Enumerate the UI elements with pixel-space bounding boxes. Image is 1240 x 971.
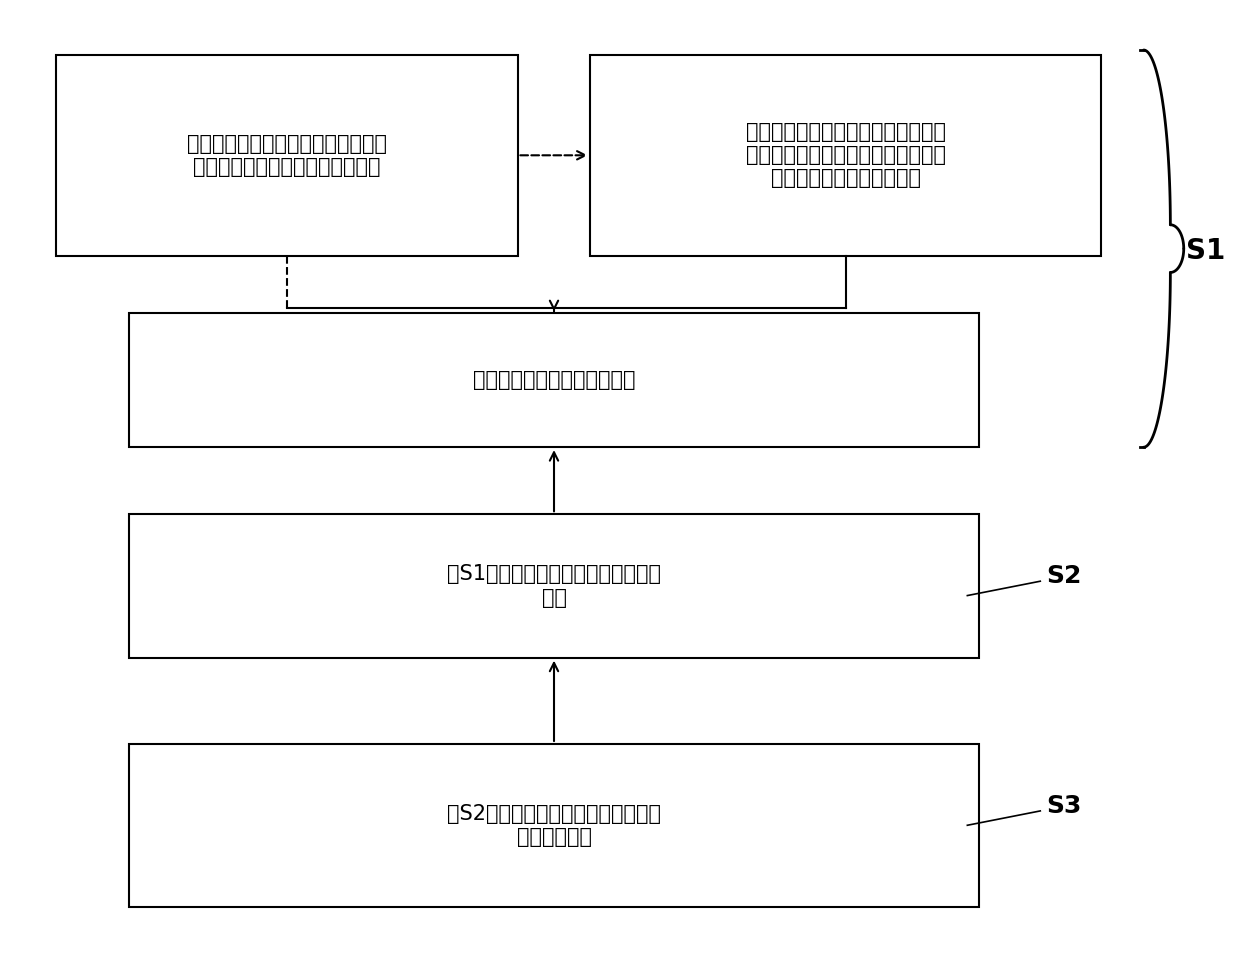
Text: S3: S3 bbox=[1047, 794, 1081, 819]
FancyBboxPatch shape bbox=[590, 54, 1101, 255]
FancyBboxPatch shape bbox=[129, 515, 980, 657]
Text: S2: S2 bbox=[1047, 564, 1081, 588]
FancyBboxPatch shape bbox=[56, 54, 517, 255]
Text: 在雷管壳内由一端至另一端依次压装
有一遍装药、二遍装药和三遍装药: 在雷管壳内由一端至另一端依次压装 有一遍装药、二遍装药和三遍装药 bbox=[186, 134, 387, 177]
Text: 然后将加强帽压装于雷管壳内: 然后将加强帽压装于雷管壳内 bbox=[472, 370, 635, 390]
Text: 在S1装配基础上在雷管壳内安装引火
元件: 在S1装配基础上在雷管壳内安装引火 元件 bbox=[446, 564, 661, 608]
FancyBboxPatch shape bbox=[129, 744, 980, 907]
FancyBboxPatch shape bbox=[129, 314, 980, 448]
Text: 一遍硝化棉和二遍硝化棉压装于加强
帽内，且使一遍硝化棉和二遍硝化棉
之间具有断层，不平滑设置: 一遍硝化棉和二遍硝化棉压装于加强 帽内，且使一遍硝化棉和二遍硝化棉 之间具有断层… bbox=[745, 122, 946, 188]
Text: 在S2装配基础上安装塑料塞，使塑料
塞与卡口固定: 在S2装配基础上安装塑料塞，使塑料 塞与卡口固定 bbox=[446, 804, 661, 847]
Text: S1: S1 bbox=[1187, 237, 1225, 265]
